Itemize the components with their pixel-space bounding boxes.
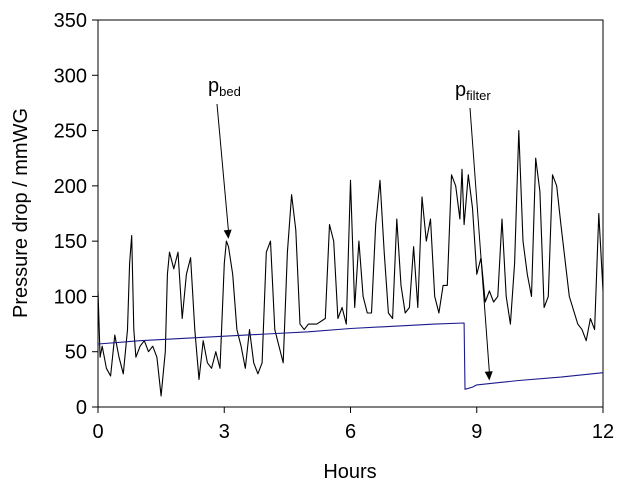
annotation-label: pbed bbox=[208, 75, 241, 99]
annotation-label: pfilter bbox=[455, 79, 491, 103]
annotation-arrow-line bbox=[469, 107, 490, 373]
axes: 0 50 100 150 200 250 300 350 0 3 6 9 12 bbox=[54, 10, 615, 443]
x-tick-label: 3 bbox=[219, 421, 230, 443]
y-tick-label: 100 bbox=[54, 286, 87, 308]
x-axis-label: Hours bbox=[323, 461, 376, 483]
series-group bbox=[97, 130, 604, 397]
y-tick-label: 300 bbox=[54, 65, 87, 87]
x-tick-label: 6 bbox=[345, 421, 356, 443]
y-tick-label: 50 bbox=[65, 342, 87, 364]
x-tick-label: 0 bbox=[92, 421, 103, 443]
x-tick-label: 9 bbox=[471, 421, 482, 443]
y-axis-label: Pressure drop / mmWG bbox=[10, 108, 32, 318]
series-line-filter-pressure bbox=[97, 322, 604, 390]
annotations: pbed pfilter bbox=[208, 75, 493, 381]
annotation-arrowhead bbox=[484, 371, 493, 381]
annotation-arrow-line bbox=[216, 103, 229, 231]
annotation-arrowhead bbox=[223, 229, 232, 239]
plot-frame bbox=[97, 19, 604, 408]
series-line-bed-pressure bbox=[97, 130, 604, 397]
y-tick-label: 150 bbox=[54, 231, 87, 253]
y-tick-label: 200 bbox=[54, 176, 87, 198]
y-tick-label: 0 bbox=[76, 397, 87, 419]
y-tick-label: 250 bbox=[54, 121, 87, 143]
x-tick-label: 12 bbox=[592, 421, 614, 443]
y-tick-label: 350 bbox=[54, 10, 87, 32]
